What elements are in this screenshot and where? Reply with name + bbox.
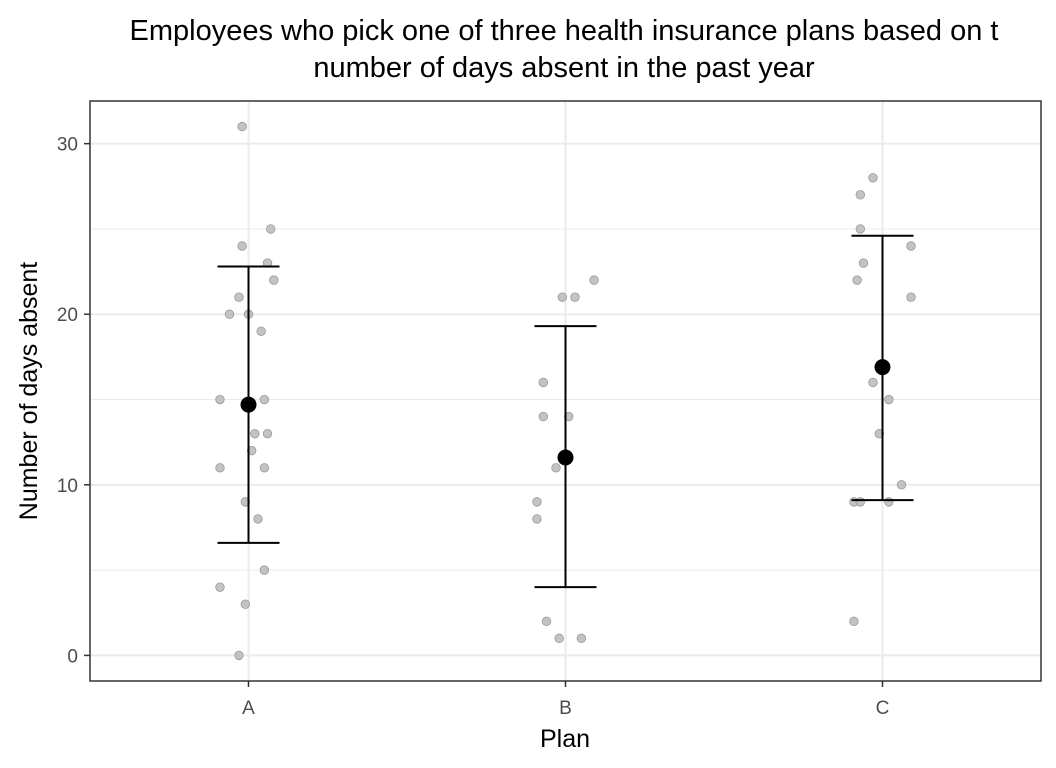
mean-point (874, 359, 891, 376)
data-point (858, 258, 869, 268)
data-point (855, 497, 866, 507)
data-point (884, 394, 894, 405)
data-point (234, 292, 244, 302)
mean-point (240, 396, 257, 413)
data-point (215, 582, 225, 592)
error-bar-c (851, 234, 914, 502)
summary-layer (217, 234, 914, 589)
x-tick-label: B (559, 698, 572, 719)
data-point (538, 377, 549, 388)
data-point (253, 514, 263, 524)
data-point (250, 428, 260, 439)
y-tick-label: 10 (57, 476, 78, 497)
data-point (532, 514, 542, 524)
data-points (215, 121, 916, 661)
data-point (262, 428, 273, 439)
data-point (246, 446, 257, 456)
data-point (563, 411, 574, 422)
error-bar-a (217, 265, 280, 544)
y-tick-label: 20 (57, 305, 78, 326)
data-point (259, 565, 270, 575)
data-point (906, 292, 916, 302)
error-bar-b (534, 325, 597, 589)
data-point (868, 377, 878, 388)
data-point (269, 275, 279, 285)
x-tick-label: C (876, 698, 890, 719)
data-point (884, 497, 894, 507)
data-point (589, 275, 599, 285)
data-point (240, 497, 251, 507)
data-point (551, 463, 561, 473)
x-axis-title: Plan (540, 725, 590, 753)
data-point (852, 275, 862, 285)
data-point (532, 497, 542, 507)
data-point (259, 463, 270, 473)
data-point (541, 616, 552, 626)
data-point (906, 241, 916, 251)
data-point (256, 326, 266, 336)
chart-title: Employees who pick one of three health i… (130, 15, 999, 84)
y-tick-label: 30 (57, 135, 78, 156)
data-point (849, 616, 859, 626)
data-point (215, 394, 225, 405)
data-point (896, 480, 907, 490)
y-axis: 0 10 20 30 (57, 135, 90, 667)
data-point (240, 599, 251, 609)
data-point (265, 224, 276, 234)
data-point (224, 309, 235, 319)
data-point (855, 224, 866, 234)
y-tick-label: 0 (67, 646, 78, 667)
data-point (259, 394, 270, 405)
data-point (215, 463, 225, 473)
data-point (237, 241, 247, 251)
x-axis: A B C (242, 681, 889, 719)
data-point (855, 190, 866, 200)
data-point (234, 650, 244, 661)
chart-title-line-1: Employees who pick one of three health i… (130, 15, 999, 47)
chart-title-line-2: number of days absent in the past year (313, 52, 815, 84)
mean-point (557, 449, 574, 466)
data-point (570, 292, 580, 302)
x-tick-label: A (242, 698, 255, 719)
data-point (576, 633, 587, 644)
data-point (538, 411, 549, 422)
plot-area: 0 10 20 30 A B C (57, 100, 1042, 719)
y-axis-title: Number of days absent (15, 262, 43, 521)
data-point (554, 633, 564, 644)
data-point (557, 292, 568, 302)
data-point (874, 428, 885, 439)
data-point (237, 121, 247, 132)
data-point (868, 173, 878, 183)
